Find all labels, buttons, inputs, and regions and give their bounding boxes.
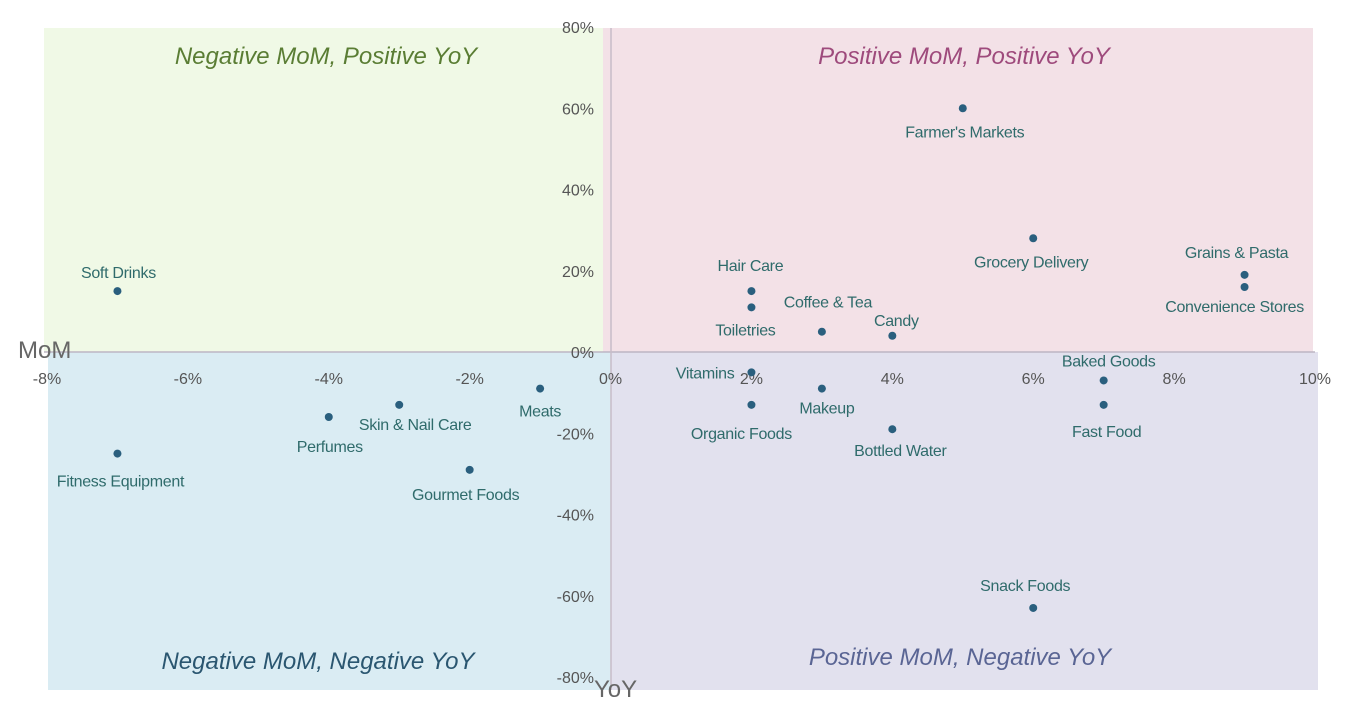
point-label: Farmer's Markets [905, 124, 1024, 141]
point-marker[interactable] [747, 303, 756, 312]
y-tick-label: 0% [571, 345, 594, 362]
y-tick-label: 80% [562, 20, 594, 37]
point-label: Bottled Water [854, 443, 947, 460]
point-label: Grains & Pasta [1185, 245, 1289, 262]
data-point-fast-food[interactable]: Fast Food [1072, 400, 1142, 441]
y-tick-label: -20% [557, 426, 594, 443]
point-label: Perfumes [297, 439, 363, 456]
data-point-vitamins[interactable]: Vitamins [676, 365, 756, 382]
point-label: Meats [519, 404, 561, 421]
point-marker[interactable] [1240, 270, 1249, 279]
quadrant-title-bottom-left: Negative MoM, Negative YoY [161, 648, 476, 675]
quadrant-backgrounds [44, 28, 1318, 690]
tick-labels: 80% 60% 40% 20% 0% -20% -40% -60% -80% -8% -6% -4% -… [33, 20, 1331, 687]
quadrant-top-left [44, 28, 603, 352]
y-tick-label: -60% [557, 589, 594, 606]
data-point-makeup[interactable]: Makeup [799, 384, 855, 418]
x-tick-label: 2% [740, 371, 763, 388]
data-point-farmer-s-markets[interactable]: Farmer's Markets [905, 104, 1025, 141]
x-tick-label: 0% [599, 371, 622, 388]
point-marker[interactable] [1029, 234, 1038, 243]
x-tick-label: 4% [881, 371, 904, 388]
y-tick-label: 40% [562, 183, 594, 200]
point-marker[interactable] [1029, 603, 1038, 612]
point-marker[interactable] [395, 400, 404, 409]
data-point-gourmet-foods[interactable]: Gourmet Foods [412, 465, 520, 504]
point-marker[interactable] [324, 413, 333, 421]
data-point-toiletries[interactable]: Toiletries [715, 303, 776, 339]
quadrant-top-right [603, 28, 1313, 352]
x-tick-label: 8% [1163, 371, 1186, 388]
data-point-bottled-water[interactable]: Bottled Water [854, 425, 948, 460]
data-point-grains-pasta[interactable]: Grains & Pasta [1185, 245, 1289, 279]
x-axis-title: YoY [594, 676, 637, 703]
point-label: Snack Foods [980, 578, 1070, 595]
point-marker[interactable] [113, 449, 122, 458]
point-marker[interactable] [1099, 400, 1108, 409]
point-label: Hair Care [718, 258, 784, 275]
y-tick-label: 60% [562, 101, 594, 118]
point-label: Vitamins [676, 365, 735, 382]
x-tick-label: -8% [33, 371, 61, 388]
data-point-coffee-tea[interactable]: Coffee & Tea [784, 295, 873, 336]
data-point-snack-foods[interactable]: Snack Foods [980, 578, 1071, 612]
x-tick-label: -4% [315, 371, 343, 388]
data-point-skin-nail-care[interactable]: Skin & Nail Care [359, 400, 472, 434]
point-marker[interactable] [747, 287, 756, 296]
data-point-hair-care[interactable]: Hair Care [718, 258, 784, 296]
quadrant-bottom-right [611, 352, 1318, 690]
data-point-organic-foods[interactable]: Organic Foods [691, 400, 793, 443]
point-marker[interactable] [888, 425, 897, 434]
x-tick-label: -2% [455, 371, 483, 388]
point-marker[interactable] [536, 384, 545, 393]
point-marker[interactable] [113, 287, 122, 296]
y-tick-label: 20% [562, 264, 594, 281]
data-point-candy[interactable]: Candy [874, 313, 919, 340]
data-point-soft-drinks[interactable]: Soft Drinks [81, 265, 157, 296]
point-marker[interactable] [958, 104, 967, 113]
point-label: Baked Goods [1062, 353, 1156, 370]
point-label: Gourmet Foods [412, 487, 520, 504]
point-label: Toiletries [715, 322, 775, 339]
quadrant-title-top-right: Positive MoM, Positive YoY [818, 43, 1112, 70]
point-marker[interactable] [747, 368, 756, 377]
point-marker[interactable] [1240, 283, 1249, 291]
data-point-perfumes[interactable]: Perfumes [297, 413, 363, 456]
point-label: Grocery Delivery [974, 254, 1089, 271]
point-label: Candy [874, 313, 919, 330]
point-marker[interactable] [465, 465, 474, 474]
point-marker[interactable] [747, 400, 756, 409]
point-label: Organic Foods [691, 426, 792, 443]
x-tick-label: -6% [174, 371, 202, 388]
point-marker[interactable] [817, 384, 826, 393]
data-point-fitness-equipment[interactable]: Fitness Equipment [57, 449, 185, 491]
data-point-baked-goods[interactable]: Baked Goods [1062, 353, 1156, 385]
point-label: Convenience Stores [1165, 299, 1304, 316]
point-label: Fitness Equipment [57, 474, 185, 491]
axes [44, 28, 1315, 690]
quadrant-titles: Negative MoM, Positive YoY Positive MoM, … [161, 43, 1113, 675]
x-tick-label: 6% [1022, 371, 1045, 388]
data-point-grocery-delivery[interactable]: Grocery Delivery [974, 234, 1089, 271]
point-marker[interactable] [888, 331, 897, 340]
point-label: Coffee & Tea [784, 295, 873, 312]
y-axis-title: MoM [18, 337, 71, 364]
point-label: Fast Food [1072, 424, 1141, 441]
point-label: Soft Drinks [81, 265, 156, 282]
point-label: Skin & Nail Care [359, 417, 472, 434]
data-points: Soft Drinks Farmer's Markets Grocery Deliv… [57, 104, 1304, 612]
data-point-meats[interactable]: Meats [519, 384, 562, 421]
x-tick-label: 10% [1299, 371, 1331, 388]
point-label: Makeup [799, 401, 855, 418]
quadrant-bottom-left [48, 352, 611, 690]
y-tick-label: -80% [557, 670, 594, 687]
point-marker[interactable] [817, 327, 826, 336]
point-marker[interactable] [1099, 376, 1108, 385]
quadrant-title-top-left: Negative MoM, Positive YoY [175, 43, 479, 70]
quadrant-title-bottom-right: Positive MoM, Negative YoY [809, 644, 1113, 671]
y-tick-label: -40% [557, 508, 594, 525]
data-point-convenience-stores[interactable]: Convenience Stores [1165, 283, 1304, 316]
